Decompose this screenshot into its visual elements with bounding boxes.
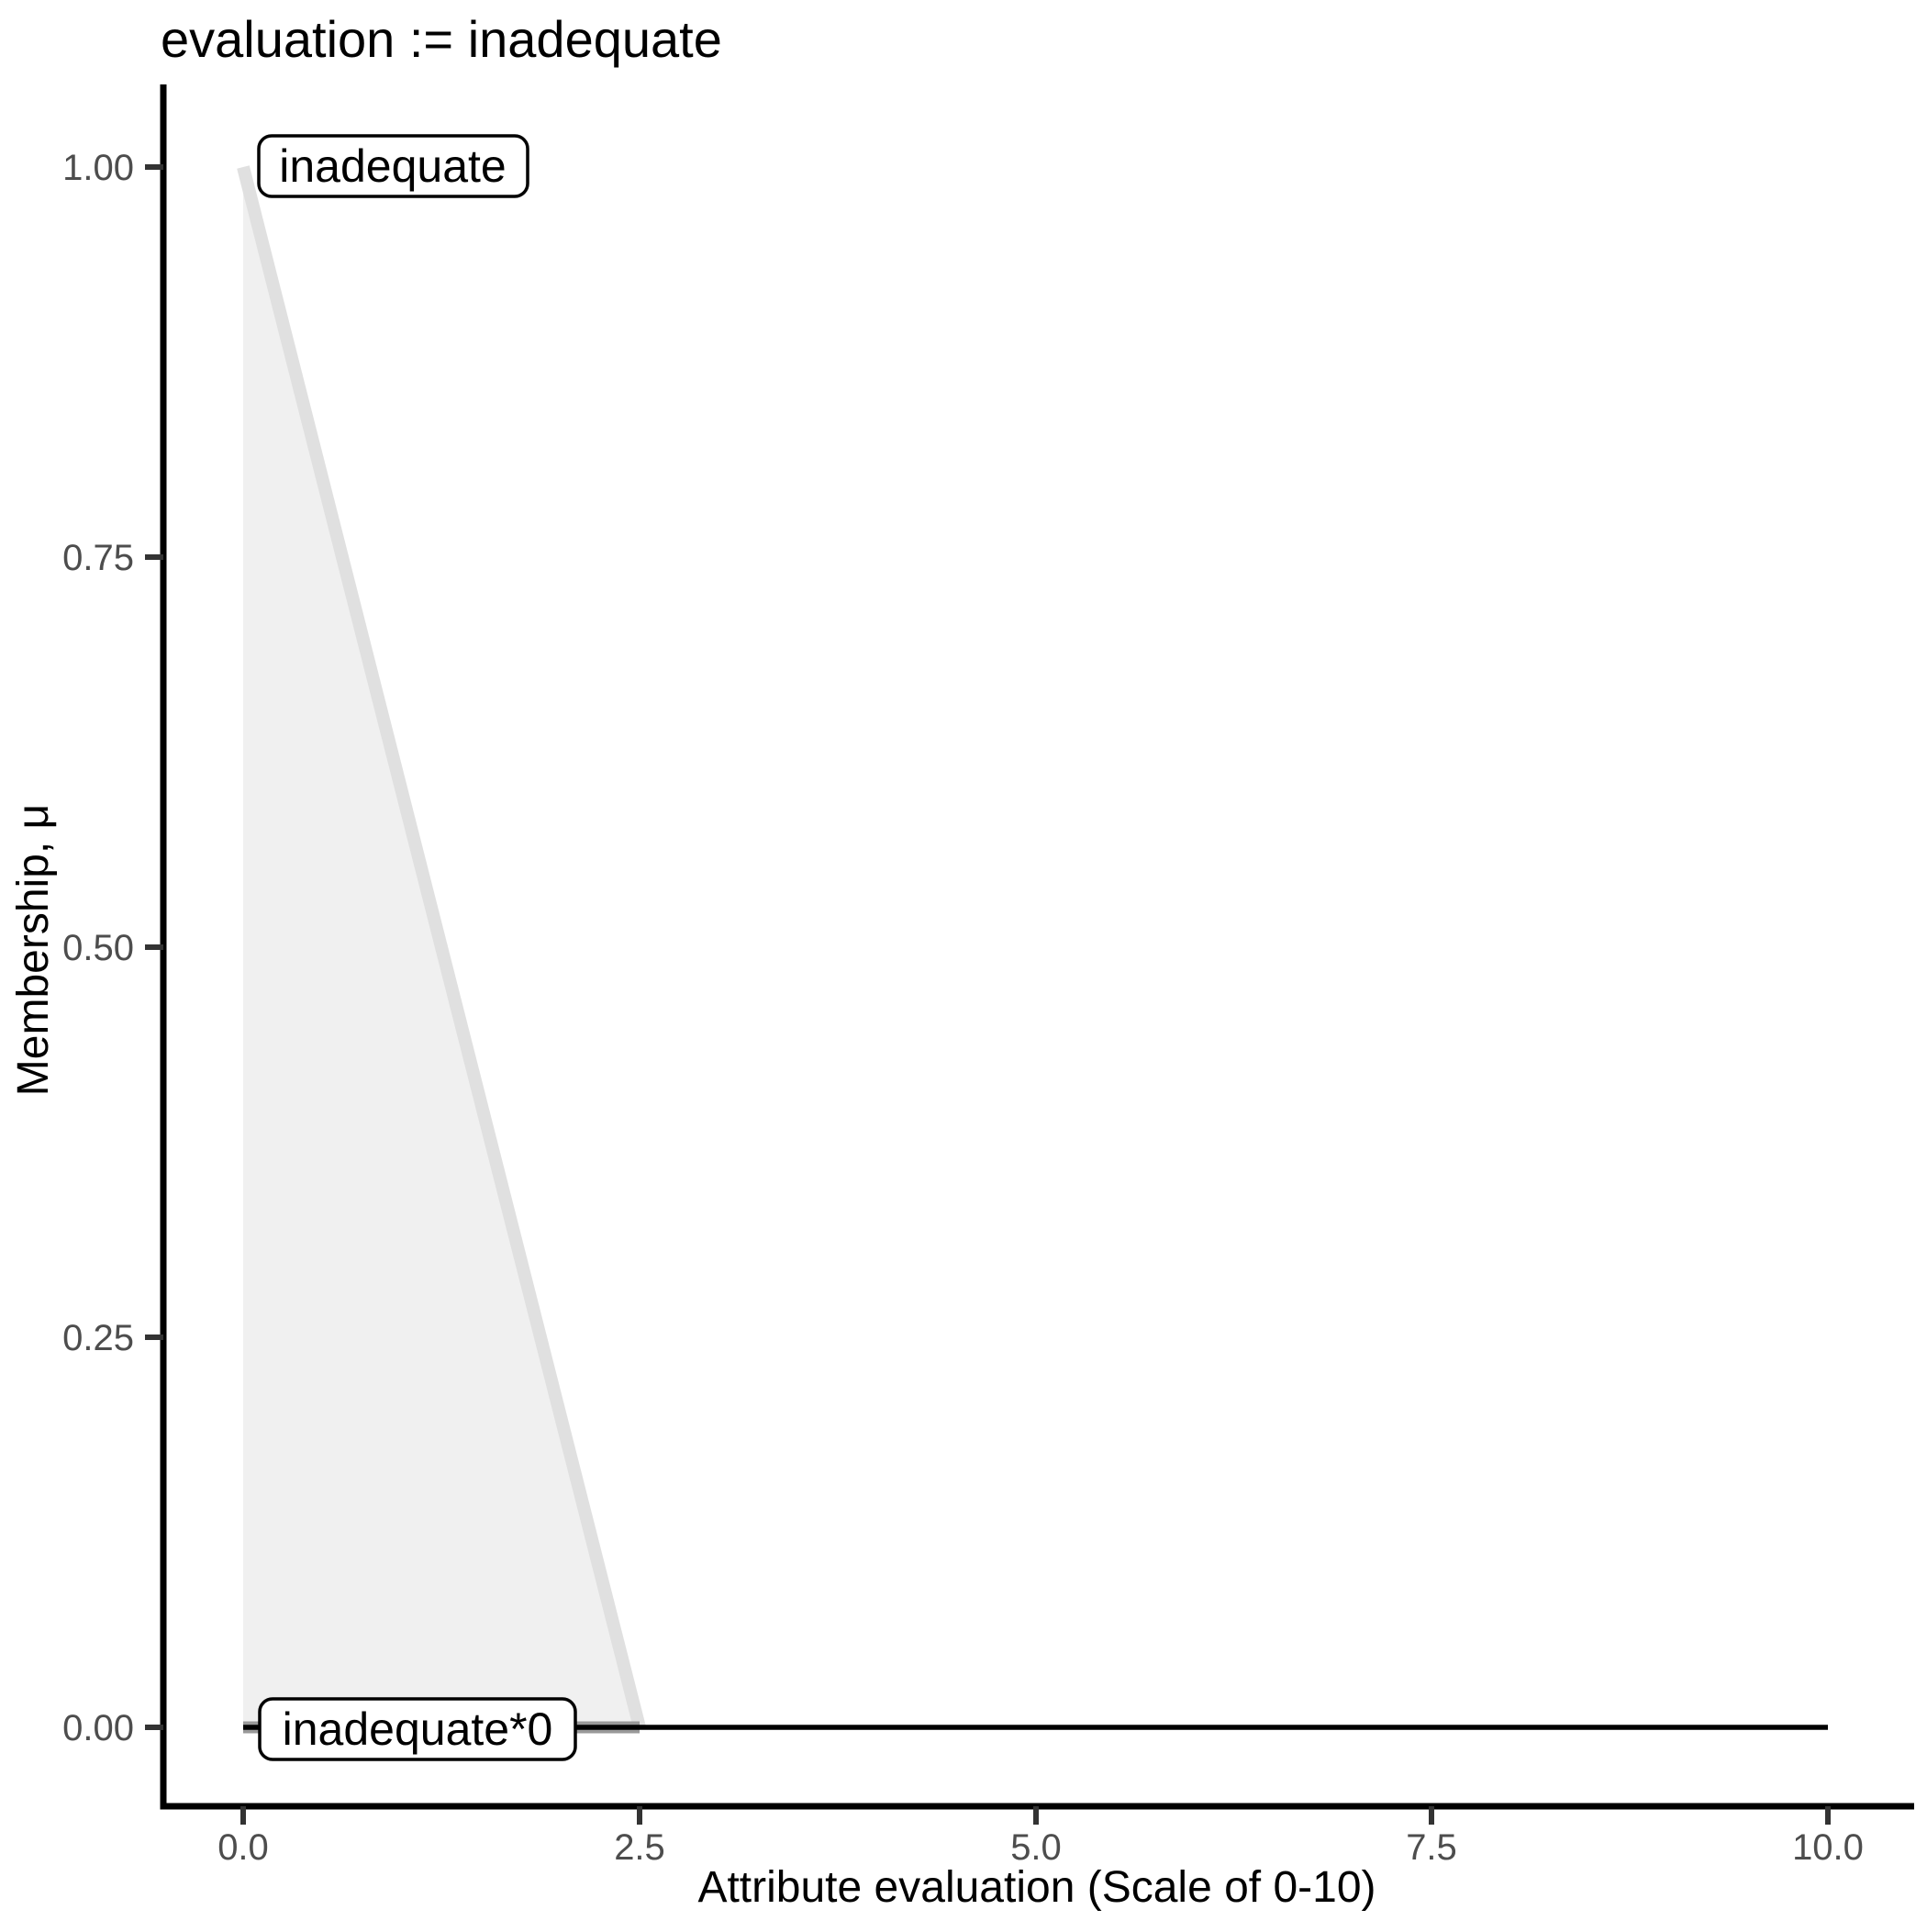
annotation-inadequate-times-0: inadequate*0 (258, 1697, 577, 1761)
x-tick-label: 7.5 (1406, 1827, 1457, 1868)
annotation-box-inadequate-times-0 (258, 1697, 577, 1761)
y-tick-label: 0.25 (62, 1318, 134, 1358)
x-tick-label: 2.5 (614, 1827, 665, 1868)
x-tick-label: 0.0 (217, 1827, 269, 1868)
y-axis-title: Membership, μ (9, 804, 58, 1096)
x-axis-title: Attribute evaluation (Scale of 0-10) (697, 1863, 1376, 1912)
annotation-inadequate: inadequate (257, 134, 529, 198)
annotation-label-inadequate: inadequate (279, 140, 506, 192)
x-tick-label: 10.0 (1792, 1827, 1864, 1868)
annotation-box-inadequate (257, 134, 529, 198)
annotation-label-inadequate-times-0: inadequate*0 (283, 1703, 553, 1755)
y-tick-label: 0.50 (62, 928, 134, 968)
y-tick-label: 0.00 (62, 1708, 134, 1748)
x-tick-label: 5.0 (1010, 1827, 1062, 1868)
plot-title: evaluation := inadequate (161, 10, 722, 68)
y-tick-label: 1.00 (62, 148, 134, 188)
membership-edge-line (237, 165, 646, 1729)
y-tick-label: 0.75 (62, 538, 134, 578)
